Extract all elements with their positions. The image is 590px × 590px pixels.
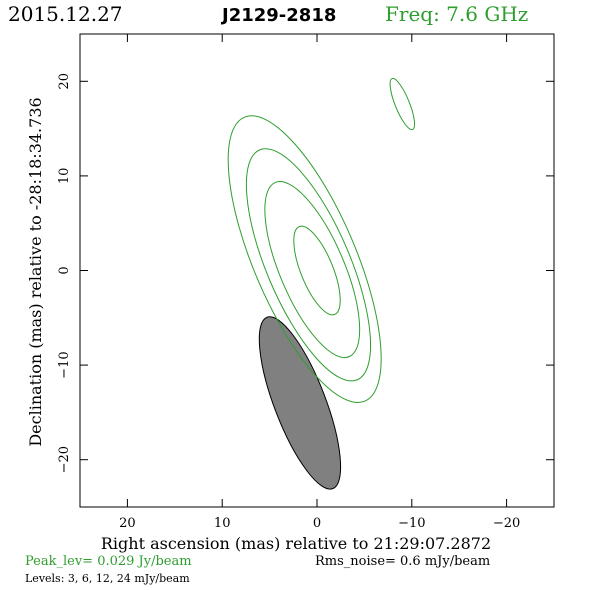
frequency-label: Freq: 7.6 GHz [385,2,529,26]
contour-level-6 [245,148,372,382]
x-tick-label: −20 [493,516,520,531]
y-tick-label: −10 [57,351,72,378]
beam-ellipse [258,316,342,490]
y-axis-label: Declination (mas) relative to -28:18:34.… [26,97,45,446]
x-tick-label: 20 [119,516,136,531]
contour-levels: Levels: 3, 6, 12, 24 mJy/beam [25,572,190,585]
y-tick-label: −20 [57,446,72,473]
beam-layer [258,316,342,490]
observation-date: 2015.12.27 [8,2,123,26]
y-tick-label: 0 [57,266,72,274]
rms-noise: Rms_noise= 0.6 mJy/beam [315,554,491,569]
x-tick-label: −10 [398,516,425,531]
contour-level-3 [227,115,382,403]
contour-level-24 [293,225,341,316]
tick-labels: 20 10 0 −10 −20 20 10 0 −10 −20 [57,73,520,531]
source-name: J2129-2818 [222,5,337,26]
contour-layer [227,77,416,403]
x-tick-label: 10 [214,516,231,531]
y-tick-label: 10 [57,168,72,185]
axis-ticks [80,34,554,507]
contour-level-12 [264,181,361,359]
x-tick-label: 0 [313,516,321,531]
contour-level-3 [389,77,416,131]
x-axis-label: Right ascension (mas) relative to 21:29:… [101,534,491,553]
peak-level: Peak_lev= 0.029 Jy/beam [25,554,192,569]
y-tick-label: 20 [57,73,72,90]
